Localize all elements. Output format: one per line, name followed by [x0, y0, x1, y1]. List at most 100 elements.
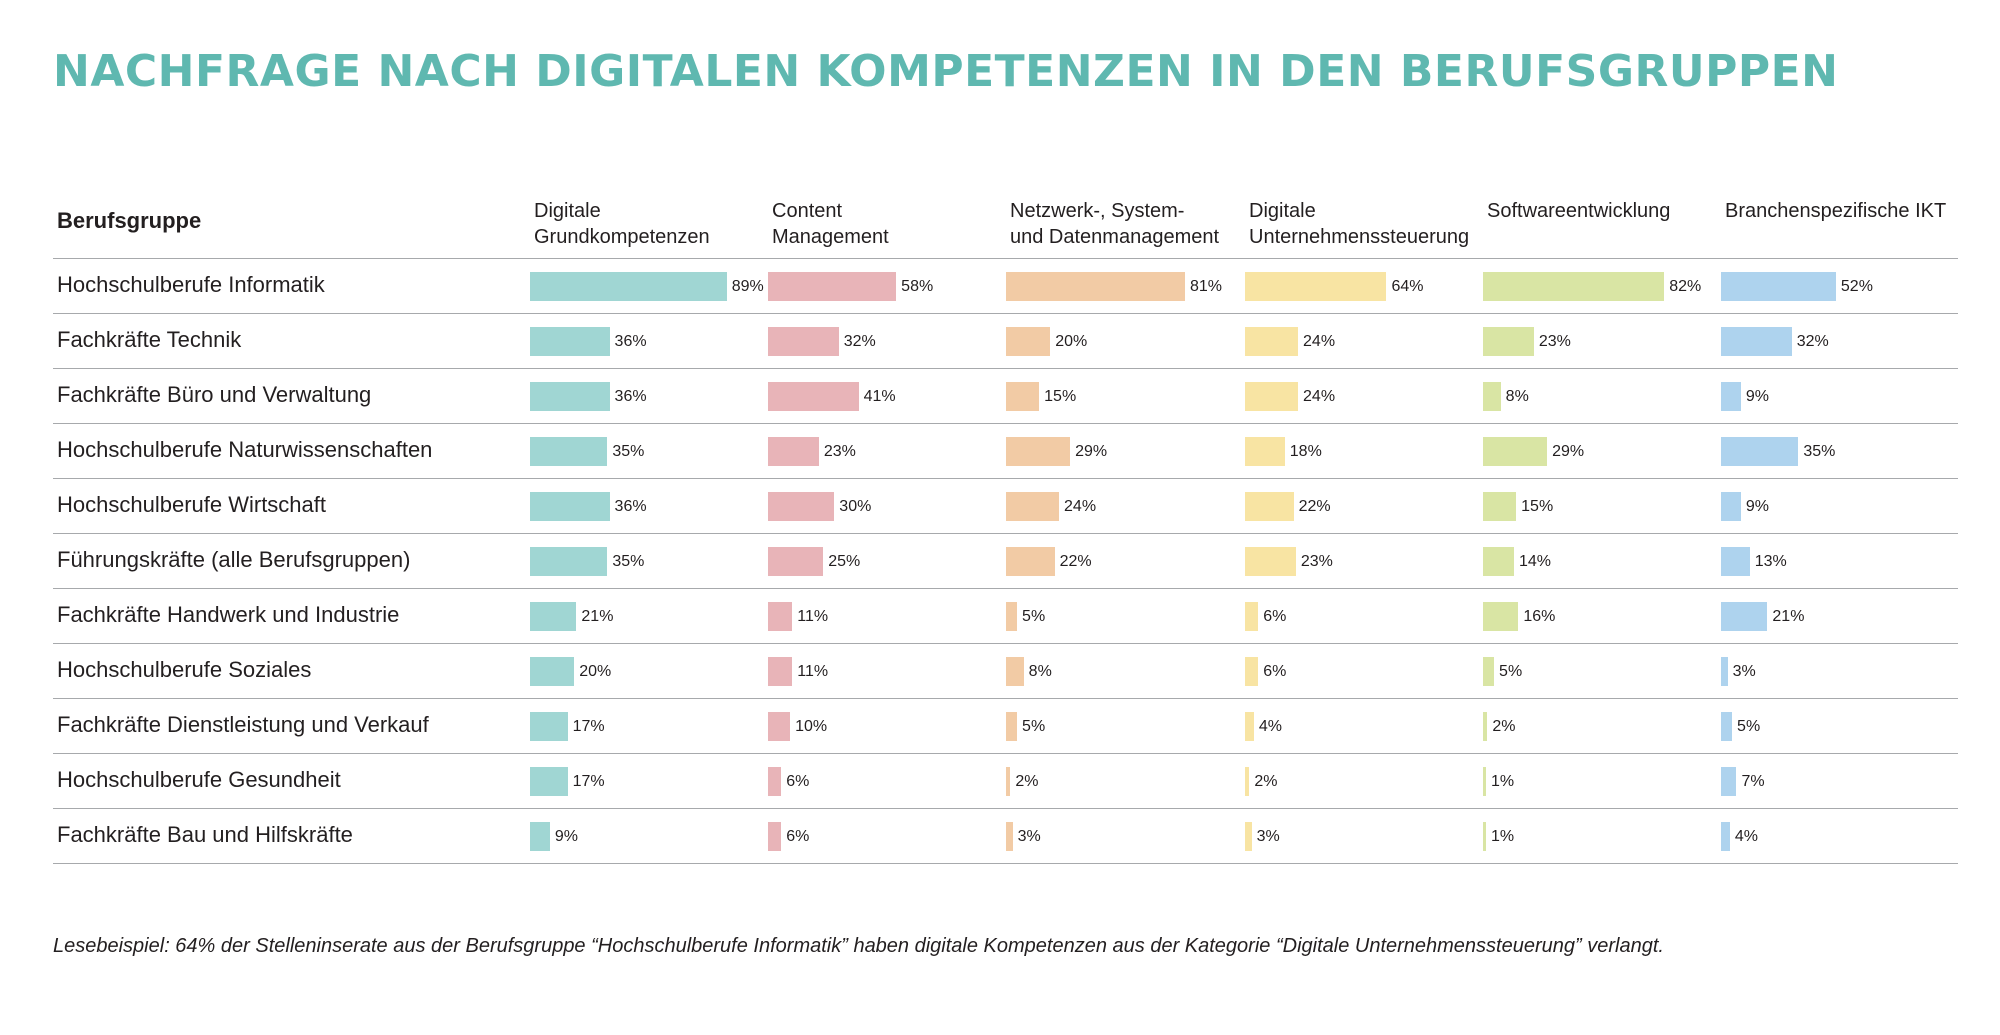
- column-header: Branchenspezifische IKT: [1725, 200, 1947, 222]
- value-label: 2%: [1254, 773, 1278, 790]
- value-label: 3%: [1017, 828, 1041, 845]
- row-label: Hochschulberufe Wirtschaft: [57, 492, 326, 517]
- row-label: Fachkräfte Technik: [57, 327, 242, 352]
- bar: [1721, 437, 1799, 466]
- bar: [1483, 602, 1519, 631]
- row-divider: [53, 423, 1958, 424]
- value-label: 4%: [1258, 718, 1282, 735]
- row-label: Fachkräfte Handwerk und Industrie: [57, 602, 400, 627]
- bar: [1483, 272, 1665, 301]
- value-label: 82%: [1669, 278, 1702, 295]
- value-label: 36%: [614, 333, 647, 350]
- value-label: 24%: [1064, 498, 1097, 515]
- value-label: 16%: [1523, 608, 1556, 625]
- value-label: 17%: [572, 773, 605, 790]
- bar: [1006, 437, 1071, 466]
- bar: [530, 767, 568, 796]
- bar: [1483, 547, 1514, 576]
- row-label: Hochschulberufe Soziales: [57, 657, 312, 682]
- value-label: 35%: [1803, 443, 1836, 460]
- bar: [768, 822, 782, 851]
- bar: [1483, 492, 1517, 521]
- bar: [1006, 547, 1055, 576]
- bar: [1721, 272, 1836, 301]
- bar: [1721, 492, 1741, 521]
- row-divider: [53, 478, 1958, 479]
- row-label: Fachkräfte Büro und Verwaltung: [57, 382, 372, 407]
- value-label: 5%: [1022, 718, 1046, 735]
- value-label: 6%: [786, 773, 810, 790]
- header-divider: [53, 258, 1958, 259]
- bar: [1006, 822, 1013, 851]
- bar: [1245, 492, 1294, 521]
- bar: [1006, 767, 1011, 796]
- bar: [1721, 712, 1733, 741]
- column-header: Digitale Grundkompetenzen: [534, 200, 710, 248]
- bar: [1721, 327, 1792, 356]
- value-label: 13%: [1754, 553, 1787, 570]
- bar: [1006, 657, 1024, 686]
- bar: [1483, 437, 1548, 466]
- bar: [530, 822, 550, 851]
- value-label: 24%: [1303, 333, 1336, 350]
- value-label: 58%: [901, 278, 934, 295]
- value-label: 6%: [786, 828, 810, 845]
- value-label: 52%: [1840, 278, 1873, 295]
- bar: [1483, 327, 1534, 356]
- bar: [768, 492, 835, 521]
- value-label: 11%: [797, 608, 829, 625]
- row-divider: [53, 533, 1958, 534]
- row-divider: [53, 313, 1958, 314]
- bar: [1006, 382, 1040, 411]
- value-label: 29%: [1552, 443, 1585, 460]
- value-label: 11%: [797, 663, 829, 680]
- bar: [1483, 712, 1488, 741]
- bar: [530, 492, 610, 521]
- bar: [1245, 602, 1259, 631]
- bar: [1721, 602, 1768, 631]
- value-label: 21%: [581, 608, 614, 625]
- column-header: Softwareentwicklung: [1487, 200, 1671, 222]
- value-label: 25%: [828, 553, 861, 570]
- value-label: 29%: [1075, 443, 1108, 460]
- value-label: 89%: [731, 278, 764, 295]
- value-label: 1%: [1491, 828, 1515, 845]
- value-label: 18%: [1289, 443, 1322, 460]
- value-label: 36%: [614, 388, 647, 405]
- value-label: 5%: [1022, 608, 1046, 625]
- row-divider: [53, 588, 1958, 589]
- value-label: 9%: [1745, 388, 1769, 405]
- value-label: 21%: [1772, 608, 1805, 625]
- bar: [1483, 382, 1501, 411]
- bar: [1245, 382, 1299, 411]
- value-label: 17%: [572, 718, 605, 735]
- value-label: 32%: [1796, 333, 1829, 350]
- value-label: 20%: [579, 663, 612, 680]
- bar: [1245, 272, 1387, 301]
- value-label: 6%: [1263, 663, 1287, 680]
- row-divider: [53, 698, 1958, 699]
- bar: [768, 602, 793, 631]
- value-label: 24%: [1303, 388, 1336, 405]
- value-label: 23%: [823, 443, 856, 460]
- value-label: 8%: [1028, 663, 1052, 680]
- bar: [530, 602, 577, 631]
- bar: [768, 767, 782, 796]
- bar: [1483, 822, 1486, 851]
- value-label: 64%: [1391, 278, 1424, 295]
- bar: [1245, 767, 1250, 796]
- value-label: 4%: [1734, 828, 1758, 845]
- value-label: 6%: [1263, 608, 1287, 625]
- bar: [530, 547, 608, 576]
- bar: [1483, 767, 1486, 796]
- value-label: 3%: [1256, 828, 1280, 845]
- column-header: Digitale Unternehmenssteuerung: [1249, 200, 1470, 248]
- value-label: 14%: [1518, 553, 1551, 570]
- value-label: 9%: [1745, 498, 1769, 515]
- bar: [1483, 657, 1495, 686]
- bar: [530, 437, 608, 466]
- bar: [768, 547, 824, 576]
- column-header: Netzwerk-, System- und Datenmanagement: [1010, 200, 1220, 248]
- row-header: Berufsgruppe: [57, 208, 202, 233]
- value-label: 35%: [612, 443, 645, 460]
